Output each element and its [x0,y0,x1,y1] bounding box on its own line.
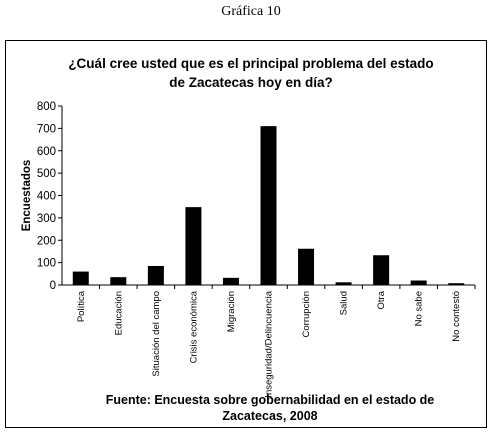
x-tick-label: Otra [376,290,387,309]
y-axis-label: Encuestados [21,160,33,232]
bar [335,282,352,285]
y-tick-label: 300 [37,213,56,225]
x-tick-label: Educación [113,291,124,335]
bar [147,265,164,285]
bar [72,271,89,285]
y-tick-label: 0 [50,280,56,292]
y-tick-label: 100 [37,258,56,270]
bar [260,126,277,285]
source-line-2: Zacatecas, 2008 [222,409,318,423]
y-tick-label: 500 [37,168,56,180]
bar [222,277,239,285]
chart-frame [5,40,487,428]
x-tick-label: Situación del campo [151,291,162,377]
bar [373,255,390,285]
x-tick-label: No sabe [414,291,425,326]
x-tick-label: Crisis económica [188,290,199,363]
x-tick-label: Migración [226,291,237,332]
chart-title-line-1: ¿Cuál cree usted que es el principal pro… [68,56,434,71]
y-tick-label: 200 [37,235,56,247]
chart-source: Fuente: Encuesta sobre gobernabilidad en… [60,392,480,424]
figure-caption: Gráfica 10 [221,4,281,19]
bar [298,248,315,285]
bar [185,207,202,285]
source-line-1: Fuente: Encuesta sobre gobernabilidad en… [105,393,435,407]
chart-title: ¿Cuál cree usted que es el principal pro… [0,54,502,92]
x-tick-label: No contestó [451,291,462,342]
y-tick-label: 800 [37,101,56,113]
bar [410,280,427,285]
y-tick-label: 600 [37,146,56,158]
x-tick-label: Política [76,290,87,322]
y-tick-label: 700 [37,123,56,135]
x-tick-label: Corrupción [301,291,312,337]
x-tick-label: Salud [339,291,350,315]
bar [110,277,127,285]
x-tick-label: Inseguridad/Delincuencia [264,290,275,397]
chart-title-line-2: de Zacatecas hoy en día? [169,75,333,90]
bar [448,283,465,285]
y-tick-label: 400 [37,191,56,203]
